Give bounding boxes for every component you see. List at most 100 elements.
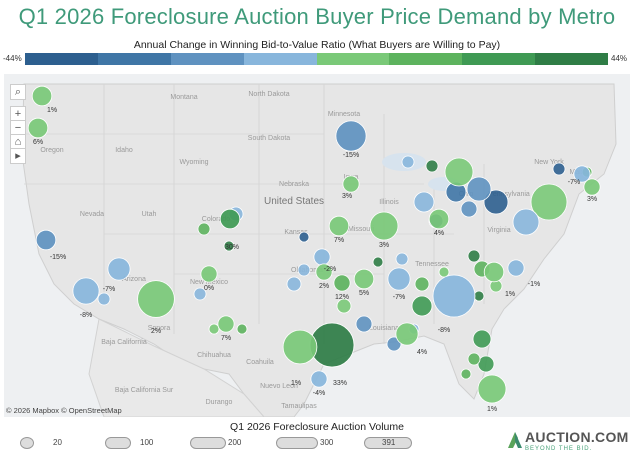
region-label-kansas: Kansas (284, 229, 308, 236)
bubble-minneapolis[interactable] (335, 120, 367, 152)
bubble-unlabeled-25[interactable] (395, 252, 409, 266)
bubble-rio-grande-valley[interactable] (310, 370, 328, 388)
bubble-omaha[interactable] (342, 175, 360, 193)
bubble-el-paso[interactable] (217, 315, 235, 333)
map-view[interactable]: North Dakota South Dakota Montana Wyoming Id… (4, 74, 630, 417)
bubble-st-louis[interactable] (369, 211, 399, 241)
bubble-oklahoma-city[interactable] (313, 248, 331, 266)
bubble-nashville[interactable] (387, 267, 411, 291)
bubble-unlabeled-12[interactable] (413, 191, 435, 213)
bubble-los-angeles[interactable] (72, 277, 100, 305)
bubble-dallas[interactable] (333, 274, 351, 292)
bubble-memphis[interactable] (353, 268, 375, 290)
bubble-seattle[interactable] (31, 85, 53, 107)
region-label-baja-california-sur: Baja California Sur (115, 387, 174, 394)
bubble-unlabeled-31[interactable] (386, 336, 402, 352)
region-label-utah: Utah (142, 211, 157, 218)
bubble-unlabeled-2[interactable] (223, 240, 235, 252)
bubble-unlabeled-34[interactable] (467, 352, 481, 366)
map-search-icon[interactable]: ⌕ (10, 84, 26, 100)
bubble-unlabeled-7[interactable] (444, 157, 474, 187)
value-label-louisville: 4% (434, 230, 444, 237)
region-label-baja-california: Baja California (101, 339, 147, 346)
bubble-unlabeled-35[interactable] (477, 355, 495, 373)
bubble-atlanta[interactable] (432, 274, 476, 318)
bubble-unlabeled-16[interactable] (552, 162, 566, 176)
bubble-unlabeled-1[interactable] (197, 222, 211, 236)
region-label-sonora: Sonora (148, 325, 171, 332)
logo-name: AUCTION.COM (525, 429, 629, 445)
value-label-phoenix: 2% (151, 328, 161, 335)
bubble-miami[interactable] (477, 374, 507, 404)
region-label-nevada: Nevada (80, 211, 104, 218)
bubble-unlabeled-23[interactable] (414, 276, 430, 292)
value-label-kansas-city: 7% (334, 237, 344, 244)
bubble-unlabeled-26[interactable] (372, 256, 384, 268)
bubble-unlabeled-37[interactable] (208, 323, 220, 335)
land-mexico (88, 318, 265, 417)
bubble-unlabeled-39[interactable] (97, 292, 111, 306)
region-labels: North Dakota South Dakota Montana Wyoming Id… (40, 91, 588, 410)
bubble-kansas-city[interactable] (328, 215, 350, 237)
value-label-dallas-north: 2% (319, 283, 329, 290)
value-label-las-vegas: -7% (103, 286, 115, 293)
region-label-montana: Montana (170, 94, 197, 101)
bubble-unlabeled-36[interactable] (460, 368, 472, 380)
bubble-phoenix[interactable] (137, 280, 175, 318)
region-label-south-dakota: South Dakota (248, 135, 291, 142)
bubble-unlabeled-18[interactable] (467, 249, 481, 263)
bubble-unlabeled-15[interactable] (530, 183, 568, 221)
size-swatch-2 (105, 437, 131, 449)
region-label-illinois: Illinois (379, 199, 399, 206)
region-label-colorado: Colorado (202, 216, 231, 223)
legend-step-5 (316, 53, 390, 65)
value-label-los-angeles: -8% (80, 312, 92, 319)
bubble-maine[interactable] (583, 178, 601, 196)
value-label-houston: 33% (333, 380, 347, 387)
bubble-albuquerque[interactable] (200, 265, 218, 283)
legend-step-2 (97, 53, 171, 65)
bubble-unlabeled-24[interactable] (438, 266, 450, 278)
color-legend (25, 53, 608, 65)
bubble-unlabeled-33[interactable] (472, 329, 492, 349)
region-label-louisiana: Louisiana (369, 325, 399, 332)
size-swatch-3 (190, 437, 226, 449)
value-label-el-paso: 7% (221, 335, 231, 342)
bubble-dallas-north[interactable] (315, 263, 333, 281)
bubble-unlabeled-27[interactable] (297, 263, 311, 277)
bubble-unlabeled-28[interactable] (286, 276, 302, 292)
size-legend: 20 100 200 300 391 (0, 433, 634, 453)
region-label-missouri: Missouri (348, 226, 375, 233)
value-label-miami: 1% (487, 406, 497, 413)
bubble-unlabeled-38[interactable] (193, 287, 207, 301)
bubble-boston[interactable] (573, 165, 591, 183)
map-canvas[interactable]: North Dakota South Dakota Montana Wyoming Id… (4, 74, 630, 417)
bubble-denver[interactable] (219, 208, 241, 230)
bubble-las-vegas[interactable] (107, 257, 131, 281)
bubble-unlabeled-40[interactable] (236, 323, 248, 335)
bubble-charlotte[interactable] (483, 261, 505, 283)
bubble-unlabeled-30[interactable] (355, 315, 373, 333)
bubble-unlabeled-6[interactable] (425, 159, 439, 173)
legend-step-7 (462, 53, 536, 65)
bubble-unlabeled-11[interactable] (460, 200, 478, 218)
bubble-unlabeled-5[interactable] (401, 155, 415, 169)
value-label-albuquerque: 0% (204, 285, 214, 292)
logo-mark-icon (508, 432, 522, 448)
bubble-unlabeled-10[interactable] (483, 189, 509, 215)
bubble-mobile[interactable] (395, 322, 419, 346)
legend-min-label: -44% (3, 54, 22, 63)
bubble-raleigh[interactable] (507, 259, 525, 277)
bubble-unlabeled-29[interactable] (336, 298, 352, 314)
bubble-san-francisco[interactable] (35, 229, 57, 251)
bubble-louisville[interactable] (428, 208, 450, 230)
bubble-unlabeled-22[interactable] (411, 295, 433, 317)
color-legend-title: Annual Change in Winning Bid-to-Value Ra… (133, 39, 501, 51)
bubble-san-antonio[interactable] (282, 329, 318, 365)
bubble-unlabeled-21[interactable] (473, 290, 485, 302)
pan-icon[interactable]: ▸ (10, 148, 26, 164)
bubble-unlabeled-9[interactable] (466, 176, 492, 202)
bubble-unlabeled-4[interactable] (298, 231, 310, 243)
bubble-unlabeled-14[interactable] (512, 208, 540, 236)
bubble-portland[interactable] (27, 117, 49, 139)
